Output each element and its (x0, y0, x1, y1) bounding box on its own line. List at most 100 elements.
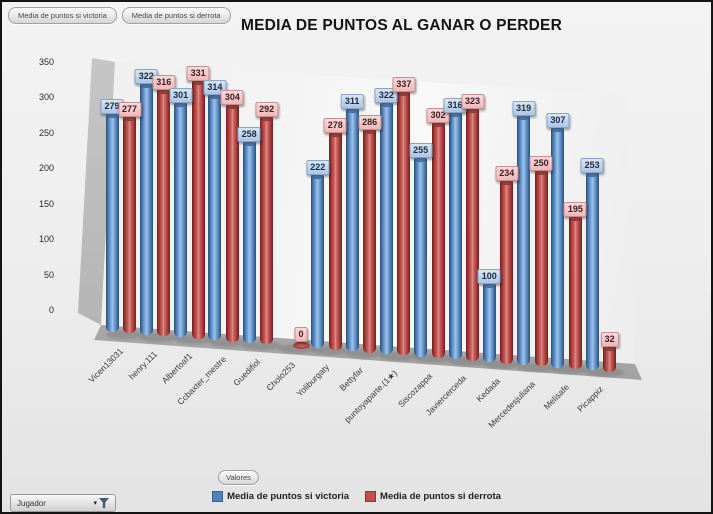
data-label-victoria: 322 (374, 87, 398, 103)
data-label-victoria: 100 (477, 269, 501, 285)
values-field-button[interactable]: Valores (218, 470, 259, 485)
cylinder-cap (345, 105, 359, 113)
bar-victoria-Albertoaf1[interactable] (174, 99, 188, 338)
data-label-victoria: 301 (169, 87, 193, 103)
y-axis-tick-label: 350 (38, 56, 54, 67)
bar-shadow (346, 349, 385, 358)
cylinder-cap (174, 99, 188, 107)
bar-victoria-Ccbaxter_mestre[interactable] (208, 92, 222, 341)
cylinder-cap (311, 172, 325, 180)
bar-victoria-Melisafe[interactable] (551, 125, 565, 368)
data-label-victoria: 307 (546, 113, 570, 129)
bar-derrota-Albertoaf1[interactable] (191, 77, 205, 339)
filter-button-victoria[interactable]: Media de puntos si victoria (8, 7, 117, 24)
cylinder-cap (123, 114, 136, 122)
bar-derrota-Ccbaxter_mestre[interactable] (225, 101, 239, 342)
data-label-derrota: 250 (529, 156, 553, 172)
bar-derrota-Bettyfar[interactable] (363, 126, 377, 353)
cylinder-cap (139, 80, 153, 88)
bar-derrota-Cholo253[interactable] (292, 342, 310, 350)
series-filter-bar: Media de puntos si victoria Media de pun… (8, 7, 231, 24)
bar-victoria-Siscozappa[interactable] (414, 154, 428, 357)
bar-derrota-Picappiz[interactable] (603, 343, 617, 372)
bar-derrota-Kedada[interactable] (500, 178, 514, 364)
legend: Media de puntos si victoria Media de pun… (122, 491, 591, 502)
y-axis-tick-label: 0 (48, 305, 54, 315)
data-label-derrota: 195 (563, 201, 587, 217)
data-label-victoria: 222 (306, 160, 330, 176)
bar-victoria-Mercedesjuliana[interactable] (517, 113, 531, 365)
y-axis-tick-label: 250 (38, 127, 54, 138)
bar-victoria-Guedifiol[interactable] (242, 138, 256, 343)
cylinder-cap (379, 99, 393, 107)
data-label-victoria: 255 (409, 142, 433, 158)
data-label-derrota: 316 (152, 74, 176, 90)
cylinder-cap (260, 113, 274, 121)
y-axis-tick-label: 50 (43, 269, 54, 280)
bar-shadow (106, 329, 144, 339)
cylinder-cap (448, 109, 462, 117)
bar-shadow (140, 332, 179, 342)
bar-victoria-henry.111[interactable] (139, 80, 153, 335)
bar-victoria-Picappiz[interactable] (585, 170, 599, 371)
funnel-icon (99, 498, 109, 508)
cylinder-cap (397, 89, 411, 97)
bar-derrota-Guedifiol[interactable] (260, 113, 274, 345)
data-label-derrota: 331 (186, 65, 210, 81)
bar-shadow (414, 354, 453, 364)
legend-item-victoria[interactable]: Media de puntos si victoria (212, 491, 349, 502)
data-label-derrota: 337 (392, 77, 416, 93)
bar-derrota-henry.111[interactable] (157, 86, 171, 337)
y-axis-tick-label: 100 (38, 234, 54, 245)
legend-item-derrota[interactable]: Media de puntos si derrota (365, 491, 501, 502)
bar-derrota-Siscozappa[interactable] (431, 119, 445, 359)
cylinder-cap (328, 130, 342, 138)
cylinder-cap (242, 138, 256, 146)
cylinder-cap (500, 178, 514, 186)
bar-victoria-Yoliburgaty[interactable] (311, 172, 325, 349)
cylinder-cap (363, 126, 377, 134)
category-field-button[interactable]: Jugador ▾ (10, 494, 116, 512)
bar-derrota-Vicen13031[interactable] (123, 114, 136, 334)
cylinder-cap (585, 170, 599, 178)
filter-button-derrota[interactable]: Media de puntos si derrota (121, 7, 231, 24)
cylinder-cap (105, 111, 119, 119)
cylinder-cap (466, 105, 479, 113)
y-axis-tick-label: 200 (38, 163, 54, 174)
data-label-derrota: 304 (220, 89, 244, 105)
bar-victoria-Bettyfar[interactable] (345, 105, 359, 352)
cylinder-cap (208, 92, 222, 100)
victoria-swatch (212, 491, 224, 502)
y-axis-tick-label: 150 (38, 198, 54, 209)
data-label-derrota: 234 (495, 166, 519, 182)
bar-victoria-Vicen13031[interactable] (105, 111, 119, 332)
bar-derrota-Javiercerceda[interactable] (466, 105, 479, 361)
derrota-swatch (365, 491, 377, 502)
legend-label-derrota: Media de puntos si derrota (380, 491, 501, 502)
bar-derrota-puntoyaparte.(1★)[interactable] (397, 89, 411, 356)
cylinder-cap (551, 125, 565, 133)
data-label-derrota: 286 (358, 114, 382, 130)
cylinder-cap (431, 119, 445, 127)
cylinder-cap (191, 77, 205, 85)
bar-derrota-Mercedesjuliana[interactable] (534, 168, 548, 367)
bar-derrota-Melisafe[interactable] (568, 213, 582, 370)
bar-shadow (174, 335, 213, 345)
bar-victoria-Javiercerceda[interactable] (448, 109, 462, 360)
y-axis-tick-label: 300 (38, 92, 54, 103)
bar-derrota-Yoliburgaty[interactable] (328, 130, 342, 350)
data-label-derrota: 323 (460, 93, 485, 109)
bar-shadow (449, 357, 487, 367)
bar-shadow (551, 365, 590, 375)
data-label-derrota: 278 (323, 118, 347, 134)
cylinder-cap (534, 168, 548, 176)
cylinder-cap (568, 213, 582, 221)
bar-shadow (586, 368, 625, 378)
data-label-victoria: 319 (512, 101, 536, 117)
bar-shadow (380, 351, 419, 361)
legend-label-victoria: Media de puntos si victoria (227, 491, 350, 502)
bar-victoria-Kedada[interactable] (482, 281, 496, 363)
cylinder-cap (517, 113, 531, 121)
bar-victoria-puntoyaparte.(1★)[interactable] (379, 99, 393, 354)
